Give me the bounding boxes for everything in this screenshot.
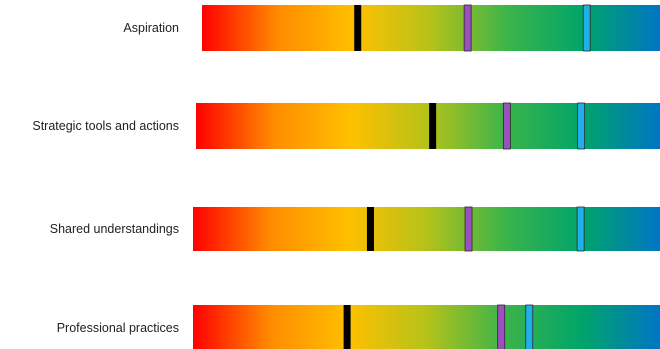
blue-marker xyxy=(525,304,534,349)
row-label: Strategic tools and actions xyxy=(32,119,179,133)
blue-marker xyxy=(582,4,591,52)
scale-row: Professional practices xyxy=(57,304,660,349)
scale-row: Shared understandings xyxy=(50,206,660,252)
row-label: Aspiration xyxy=(123,21,179,35)
gradient-bar xyxy=(193,207,660,251)
purple-marker xyxy=(464,206,473,252)
row-label: Shared understandings xyxy=(50,222,179,236)
black-marker xyxy=(429,103,437,149)
gradient-bar xyxy=(193,305,660,349)
black-marker xyxy=(354,5,362,51)
blue-marker xyxy=(576,206,585,252)
gradient-bar xyxy=(196,103,660,149)
gradient-bar xyxy=(202,5,660,51)
blue-marker xyxy=(577,102,586,150)
black-marker xyxy=(343,305,351,349)
purple-marker xyxy=(502,102,511,150)
scale-row: Aspiration xyxy=(123,4,660,52)
purple-marker xyxy=(497,304,506,349)
row-label: Professional practices xyxy=(57,321,179,335)
purple-marker xyxy=(463,4,472,52)
black-marker xyxy=(366,207,374,251)
scale-row: Strategic tools and actions xyxy=(32,102,660,150)
